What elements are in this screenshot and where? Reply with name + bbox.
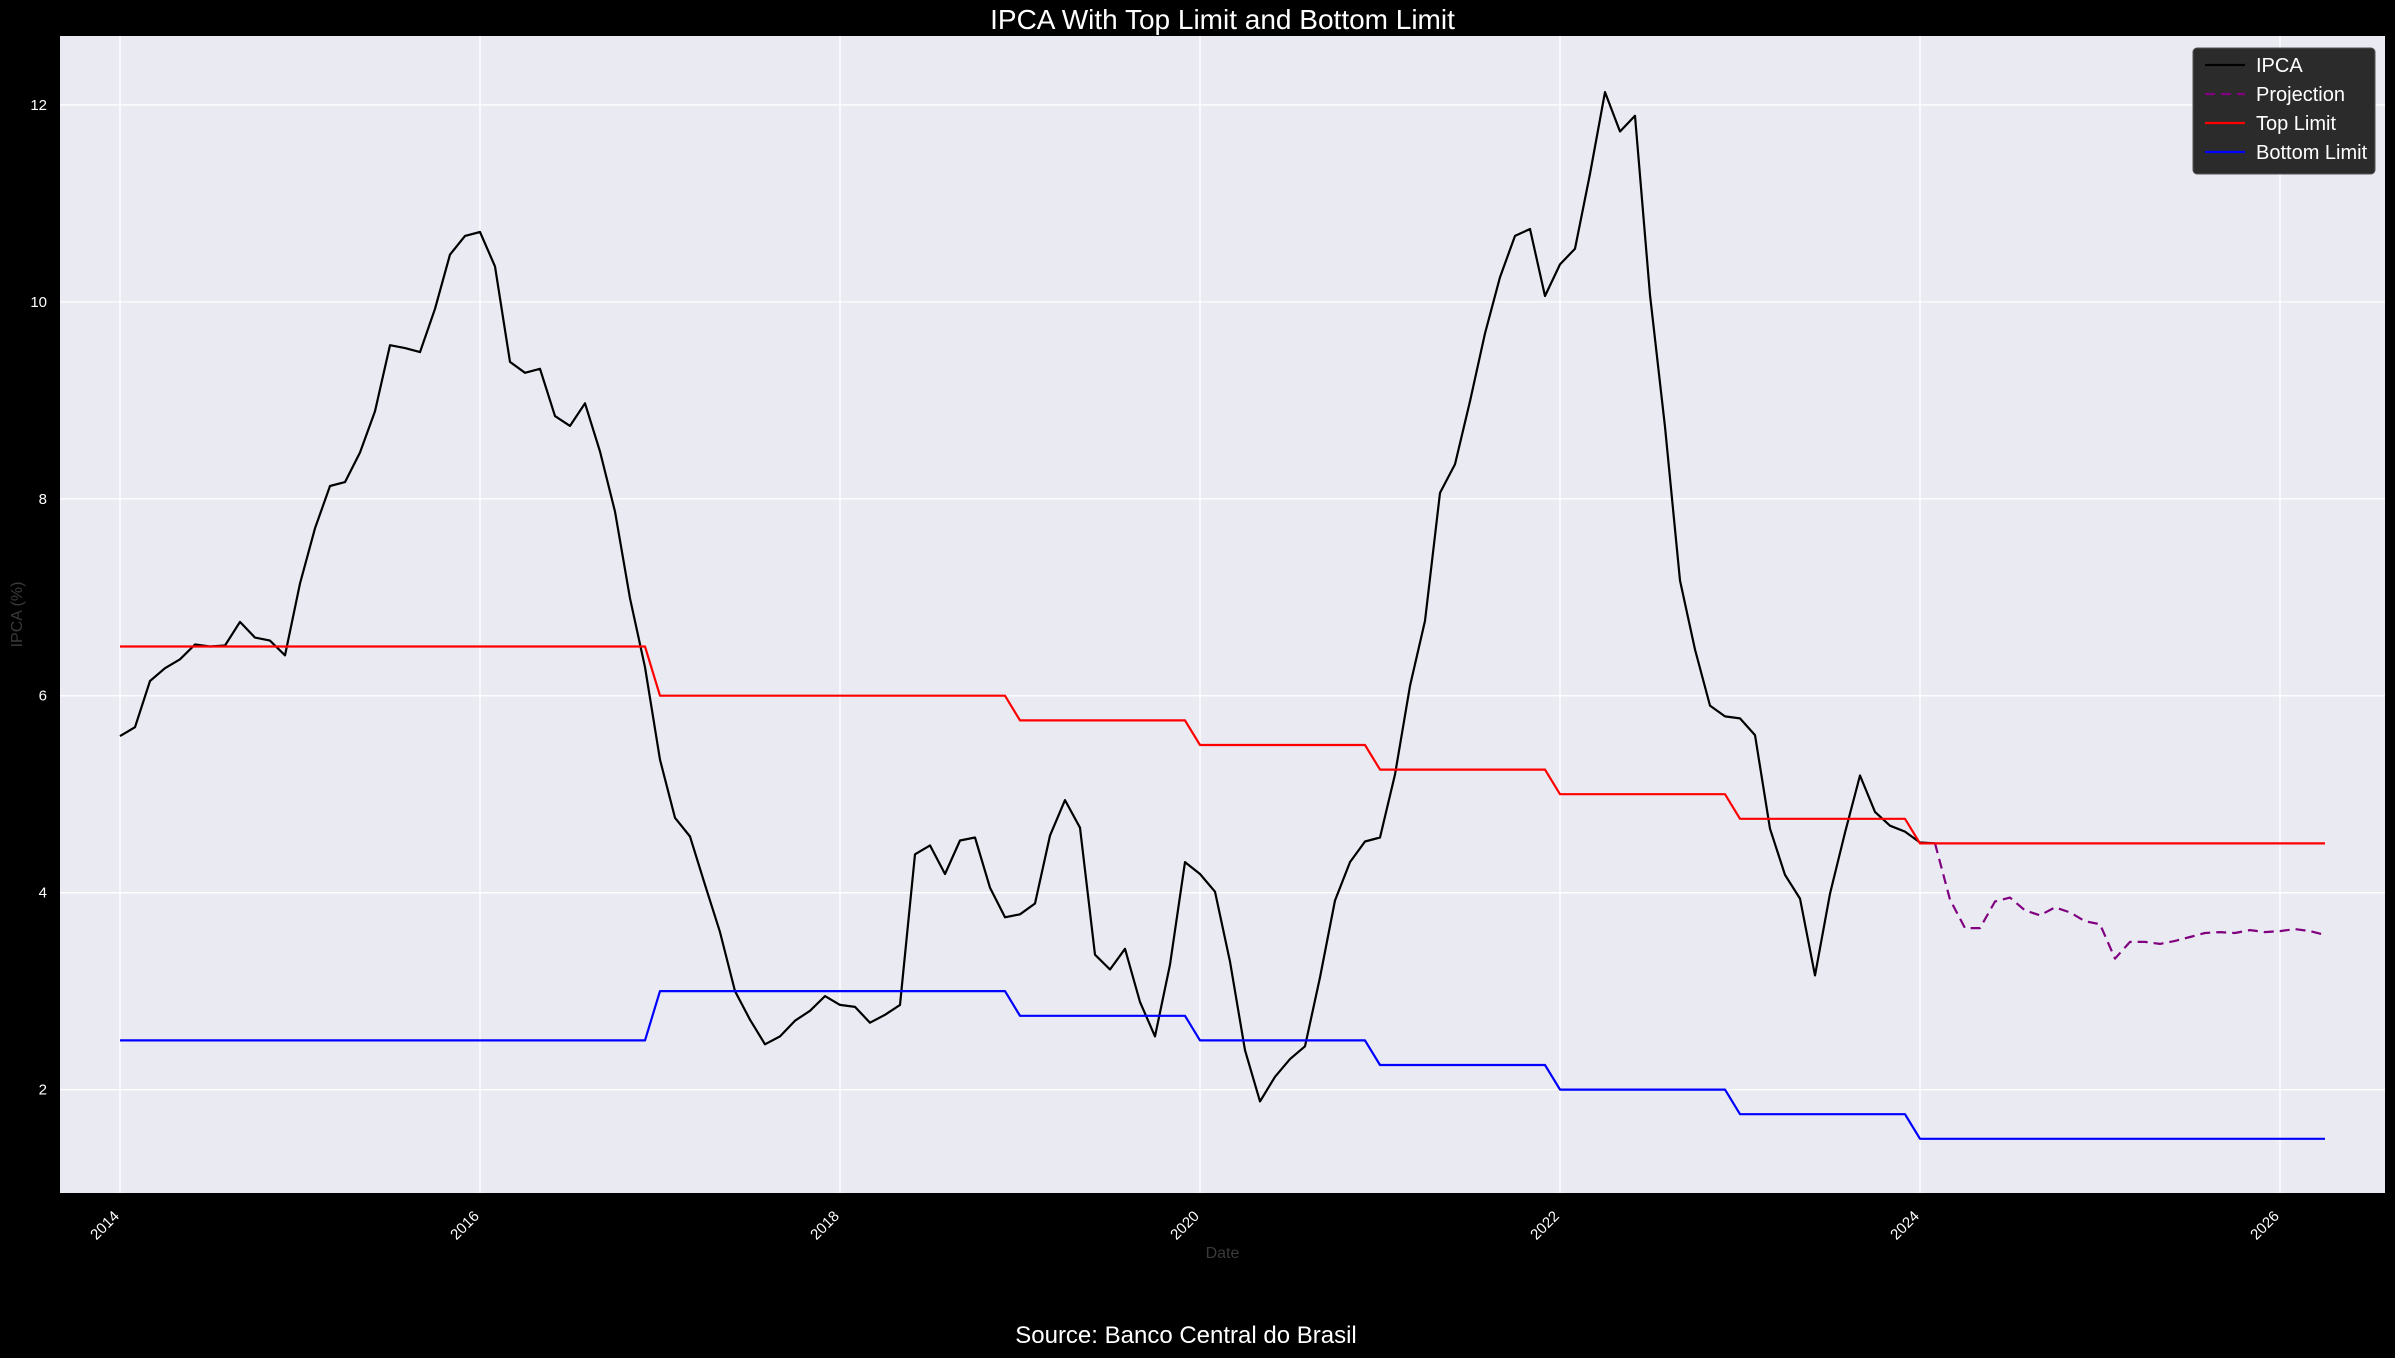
legend-label: Projection [2256,84,2345,106]
x-axis-label: Date [1206,1245,1240,1262]
x-tick-label: 2016 [447,1208,483,1244]
legend-label: Bottom Limit [2256,142,2368,164]
series-line-top-limit [120,645,2325,845]
x-tick-label: 2024 [1887,1208,1923,1244]
y-tick-label: 10 [30,294,47,311]
x-tick-label: 2018 [807,1208,843,1244]
y-tick-label: 6 [39,688,47,705]
x-tick-label: 2022 [1527,1208,1563,1244]
y-axis-label: IPCA (%) [9,582,26,648]
series-lines [119,90,2326,1140]
y-axis-ticks: 2 4 6 8 10 12 [30,97,47,1099]
y-tick-label: 12 [30,97,47,114]
x-tick-label: 2014 [87,1208,123,1244]
x-axis-ticks: 2014 2016 2018 2020 2022 2024 2026 [87,1208,2283,1244]
legend: IPCA Projection Top Limit Bottom Limit [2192,47,2376,175]
x-tick-label: 2020 [1167,1208,1203,1244]
x-tick-label: 2026 [2247,1208,2283,1244]
legend-label: Top Limit [2256,113,2336,135]
legend-box [2192,47,2376,175]
legend-label: IPCA [2256,55,2303,77]
y-tick-label: 4 [39,885,47,902]
y-tick-label: 2 [39,1082,47,1099]
series-line-ipca [119,90,1936,1103]
grid-lines [60,36,2385,1193]
plot-area [60,36,2385,1193]
source-caption: Source: Banco Central do Brasil [1015,1322,1357,1349]
chart-title: IPCA With Top Limit and Bottom Limit [990,4,1455,35]
series-line-projection [1933,843,2326,960]
y-tick-label: 8 [39,491,47,508]
series-line-bottom-limit [120,989,2325,1140]
